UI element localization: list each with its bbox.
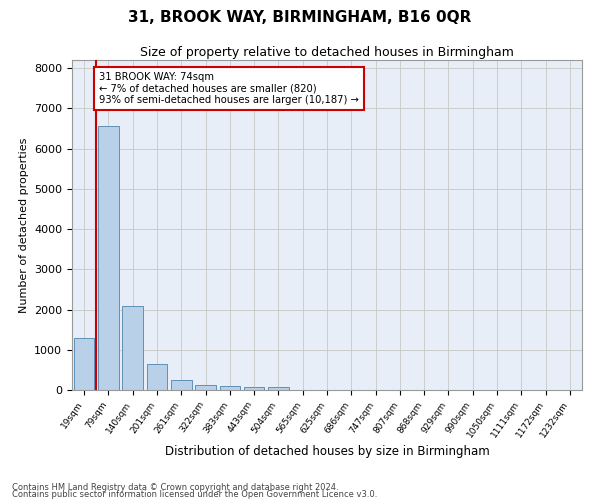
Bar [268,387,289,390]
Bar [220,386,240,390]
Bar [98,126,119,390]
Bar [146,364,167,390]
X-axis label: Distribution of detached houses by size in Birmingham: Distribution of detached houses by size … [164,445,490,458]
Text: Contains public sector information licensed under the Open Government Licence v3: Contains public sector information licen… [12,490,377,499]
Text: 31 BROOK WAY: 74sqm
← 7% of detached houses are smaller (820)
93% of semi-detach: 31 BROOK WAY: 74sqm ← 7% of detached hou… [99,72,359,106]
Bar [74,338,94,390]
Y-axis label: Number of detached properties: Number of detached properties [19,138,29,312]
Text: 31, BROOK WAY, BIRMINGHAM, B16 0QR: 31, BROOK WAY, BIRMINGHAM, B16 0QR [128,10,472,25]
Bar [171,380,191,390]
Text: Contains HM Land Registry data © Crown copyright and database right 2024.: Contains HM Land Registry data © Crown c… [12,484,338,492]
Bar [122,306,143,390]
Bar [244,387,265,390]
Title: Size of property relative to detached houses in Birmingham: Size of property relative to detached ho… [140,46,514,59]
Bar [195,384,216,390]
